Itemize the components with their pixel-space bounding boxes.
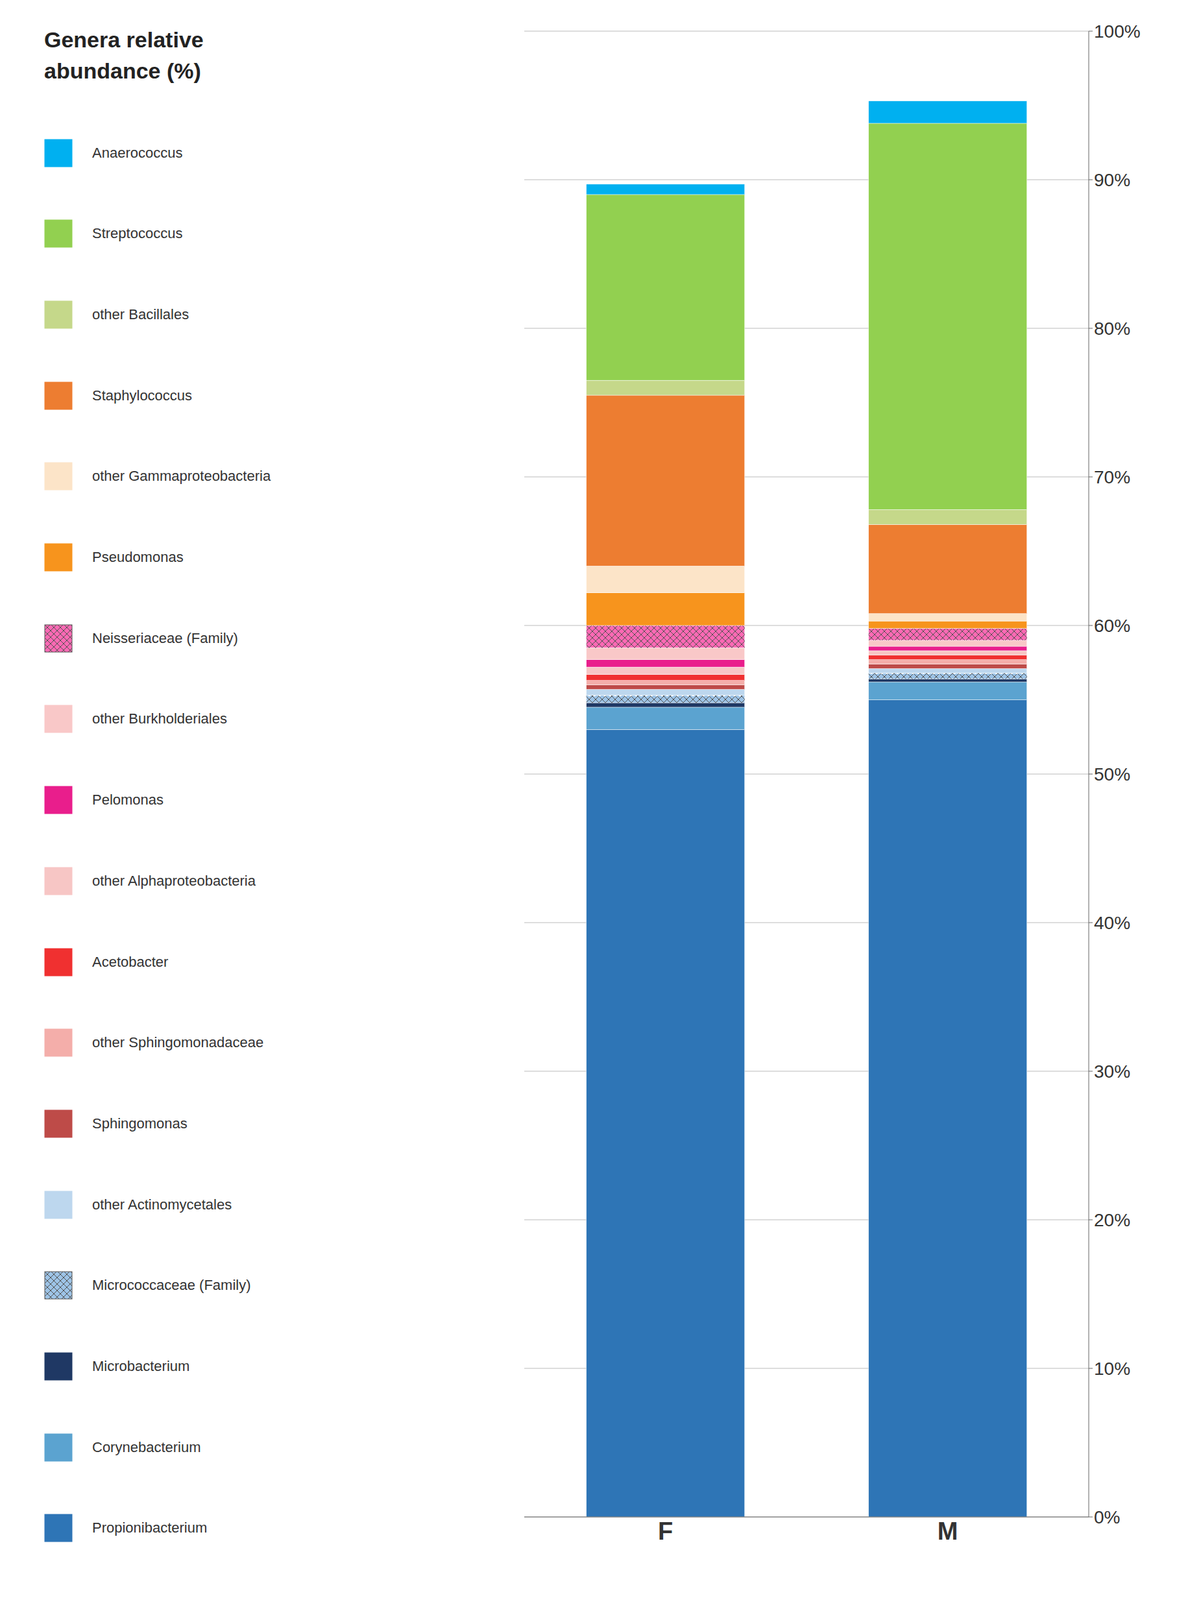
html-text:Neisseriaceae (Family): Neisseriaceae (Family) [92,629,239,647]
html-text:Pseudomonas: Pseudomonas [92,548,184,566]
svg-text:90%: 90% [1093,169,1131,191]
html-text:Acetobacter: Acetobacter [92,953,169,970]
html-text:Sphingomonas: Sphingomonas [92,1115,188,1132]
html-text:Pelomonas: Pelomonas [92,791,164,808]
html-text:other Alphaproteobacteria: other Alphaproteobacteria [92,872,256,889]
html-text:Microbacterium: Microbacterium [92,1358,190,1375]
html-text:other Bacillales: other Bacillales [92,306,189,323]
svg-text:40%: 40% [1093,912,1131,934]
html-text:other Gammaproteobacteria: other Gammaproteobacteria [92,468,271,485]
svg-text:70%: 70% [1093,467,1131,488]
svg-text:0%: 0% [1093,1507,1120,1528]
svg-text:F: F [657,1517,673,1545]
svg-text:20%: 20% [1093,1210,1131,1231]
svg-text:100%: 100% [1093,21,1141,42]
html-text:Corynebacterium: Corynebacterium [92,1438,201,1456]
html-text:Micrococcaceae (Family): Micrococcaceae (Family) [92,1277,251,1294]
svg-text:10%: 10% [1093,1358,1131,1379]
svg-text:60%: 60% [1093,615,1131,636]
html-text:Propionibacterium: Propionibacterium [92,1519,208,1537]
html-text:Genera relative abundance (%): Genera relative abundance (%) [44,27,204,83]
html-text:other Actinomycetales: other Actinomycetales [92,1196,232,1213]
svg-text:80%: 80% [1093,318,1131,339]
html-text:other Burkholderiales: other Burkholderiales [92,710,228,728]
svg-text:50%: 50% [1093,764,1131,785]
svg-text:M: M [937,1517,959,1545]
html-text:Anaerococcus: Anaerococcus [92,144,183,161]
html-text:Staphylococcus: Staphylococcus [92,387,193,404]
html-text:other Sphingomonadaceae: other Sphingomonadaceae [92,1034,264,1051]
svg-text:30%: 30% [1093,1061,1131,1082]
html-text:Streptococcus: Streptococcus [92,225,183,242]
